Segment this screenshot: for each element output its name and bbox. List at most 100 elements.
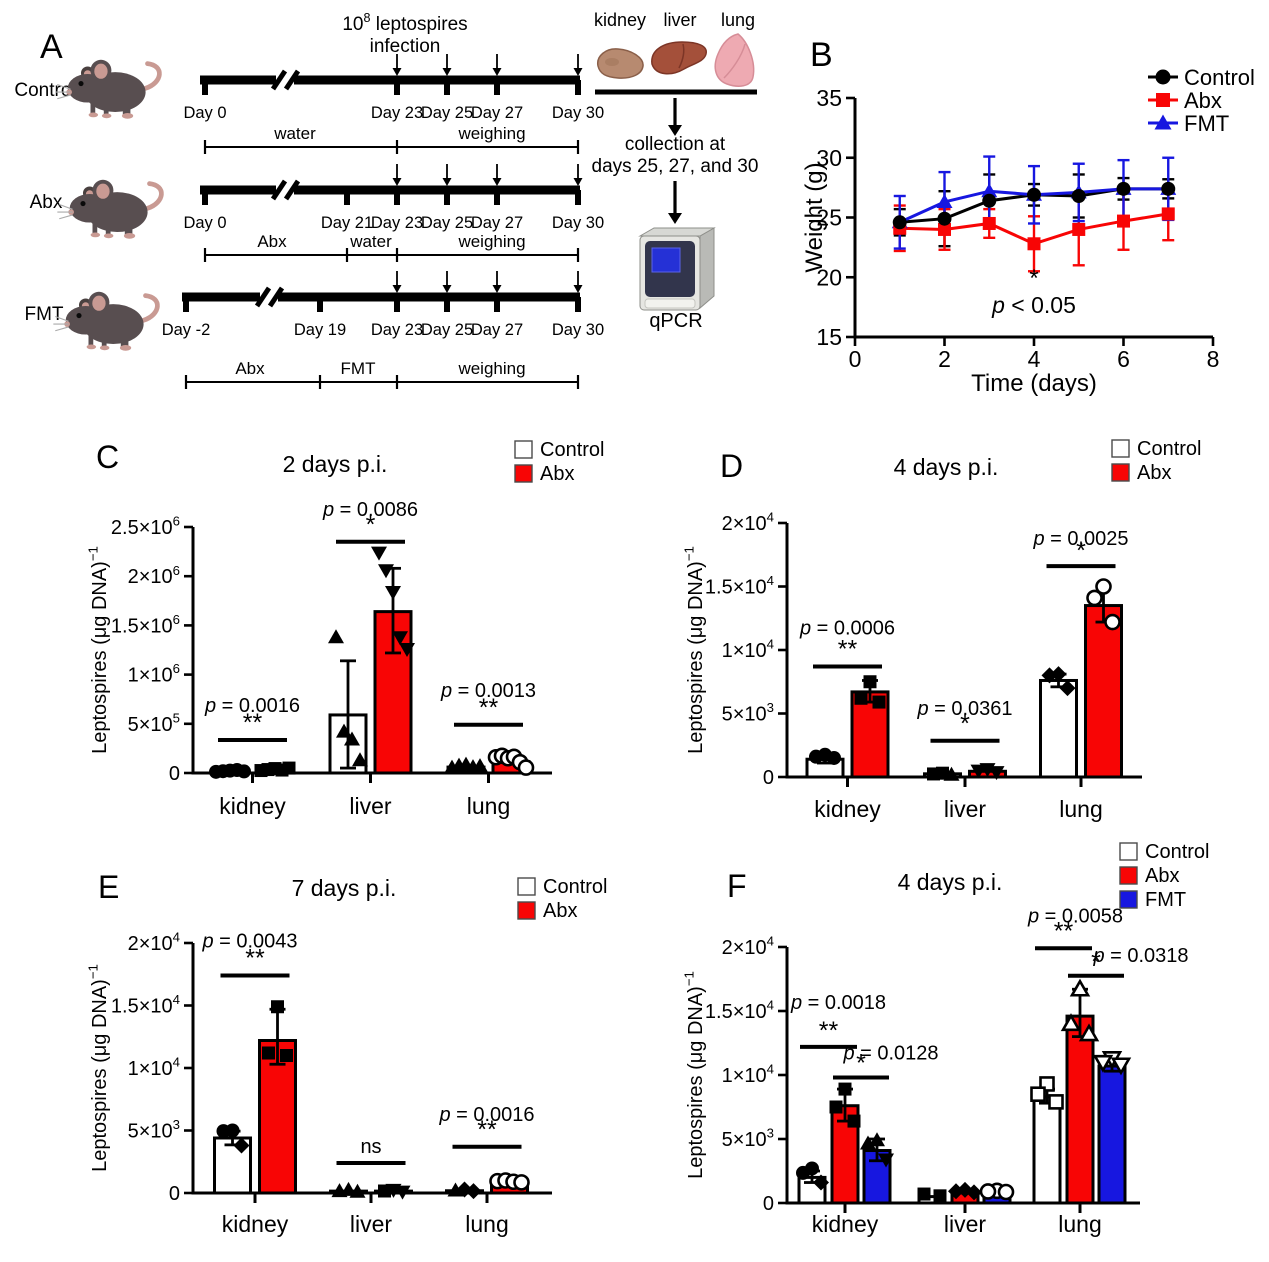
data-point-triangle-up [328,629,344,644]
data-point-diamond [948,1183,964,1200]
infection-arrow-head [573,68,583,76]
legend-swatch-control [517,877,536,896]
day-label: Day 30 [552,104,604,122]
category-label-liver: liver [350,1211,393,1237]
data-point-triangle-up [943,766,960,781]
mouse-eye [78,80,84,87]
day-label: Day 23 [371,104,423,122]
data-point-square [872,695,886,709]
legend-label-abx: Abx [540,463,574,485]
data-point-triangle-up [336,723,352,738]
data-point-circle-open [1095,578,1112,595]
significance-star: * [1076,537,1086,565]
day-label: Day 30 [552,321,604,339]
phase-label: FMT [341,359,376,378]
chart-title: 4 days p.i. [898,869,1003,895]
data-point-square [863,675,877,689]
legend-swatch-fmt [1119,890,1138,909]
y-tick-label: 5×103 [722,1126,774,1151]
y-tick-label: 2×106 [128,563,180,588]
group-label-control: Control [14,80,75,101]
x-tick-label: 6 [1117,346,1130,372]
day-label: Day 27 [471,104,523,122]
collection-label: collection at [625,134,726,155]
y-tick-label: 0 [763,1193,774,1215]
liver-icon [651,41,707,75]
group-label-fmt: FMT [24,304,63,325]
mouse-whiskers [57,203,73,220]
panel-letter: D [720,448,743,484]
data-point-triangle-up [860,1135,876,1150]
y-tick-label: 1×104 [128,1055,180,1080]
legend-label-abx: Abx [543,900,577,922]
data-point-triangle-down [399,643,415,658]
data-point-triangle-down [988,766,1005,781]
y-tick-label: 1×104 [722,637,774,662]
p-value-label: p = 0.0018 [790,992,886,1014]
infection-arrow-head [492,178,502,186]
y-tick-label: 5×103 [722,700,774,725]
mouse-tail [141,293,160,323]
data-point-triangle-up [331,1183,348,1198]
day-label: Day 25 [421,214,473,232]
y-tick-label: 1.5×106 [111,612,180,637]
data-point-circle-open [979,1183,997,1200]
data-point-square-open [1030,1086,1046,1103]
data-point-square [280,1049,293,1062]
data-point-circle-open [517,759,535,776]
organ-label-kidney: kidney [594,10,646,30]
significance-star: ** [245,945,265,973]
legend-label-abx: Abx [1184,88,1222,113]
y-tick-label: 0 [169,763,180,785]
y-axis-label: Leptospires (μg DNA)−1 [682,971,707,1179]
data-point-circle [1155,69,1171,85]
data-point-triangle-down [394,1185,411,1200]
data-point-diamond [1041,667,1058,684]
y-axis-label: Leptospires (μg DNA)−1 [86,964,111,1172]
significance-star: * [960,710,970,738]
y-tick-label: 1.5×104 [705,573,774,598]
data-point-square [917,1187,931,1201]
day-label: Day 0 [183,214,226,232]
mouse-head [67,74,108,103]
data-point-square [847,1114,861,1128]
data-point-square-open [1048,1094,1064,1110]
data-point-circle-open [513,1174,530,1191]
data-point-circle [1071,188,1086,203]
legend-label-fmt: FMT [1184,111,1229,136]
data-point-circle [892,215,907,230]
panel-letter: B [810,36,833,74]
data-point-square [271,1000,284,1014]
y-tick-label: 5×103 [128,1117,180,1142]
y-tick-label: 0 [169,1183,180,1205]
category-label-kidney: kidney [812,1211,879,1237]
data-point-triangle-down [385,585,401,600]
phase-label: Abx [257,232,287,251]
mouse-illustration [55,59,162,119]
data-point-square [1161,207,1175,221]
data-point-diamond [1059,680,1076,697]
y-tick-label: 5×105 [128,710,180,735]
p-value-label: p = 0.0058 [1027,905,1123,927]
y-tick-label: 35 [816,85,842,111]
data-point-diamond [957,1181,973,1198]
y-tick-label: 1.5×104 [705,998,774,1023]
x-tick-label: 2 [938,346,951,372]
data-point-triangle-up-open [1069,978,1091,997]
infection-arrow-head [392,178,402,186]
data-point-triangle-up [1154,114,1172,130]
data-point-triangle-down-open [1092,1054,1114,1073]
y-tick-label: 15 [816,324,842,350]
bar-lung-fmt [1097,1064,1127,1205]
data-point-diamond [813,1174,829,1191]
legend-swatch-abx [1111,463,1130,482]
flow-arrow-head [668,213,682,224]
y-tick-label: 2×104 [128,930,180,955]
y-tick-label: 2×104 [722,510,774,535]
significance-star: ** [1054,917,1074,945]
data-point-circle [827,750,841,765]
y-tick-label: 1.5×104 [111,992,180,1017]
chart-title: 4 days p.i. [894,454,999,480]
